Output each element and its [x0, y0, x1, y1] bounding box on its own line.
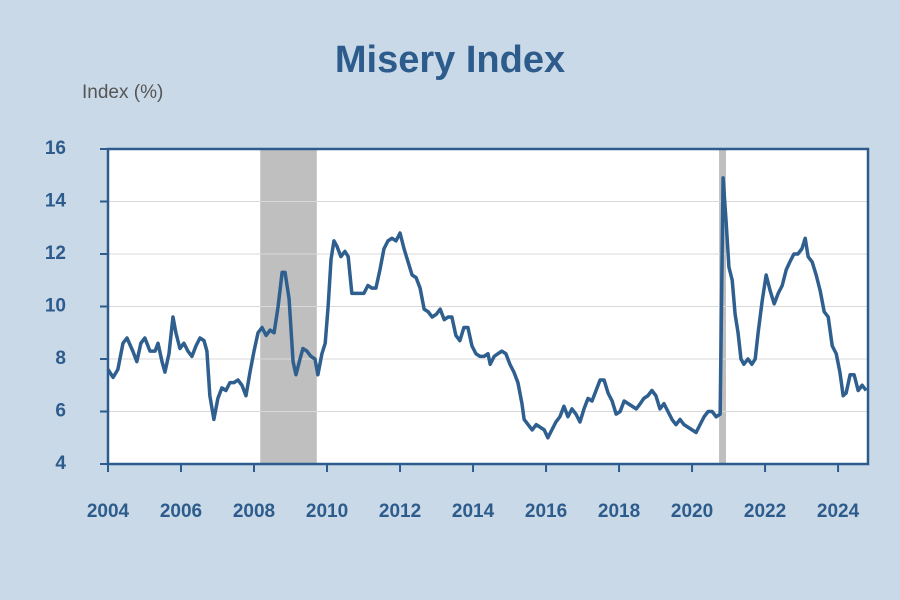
x-tick-label: 2024 — [817, 501, 860, 522]
y-tick-label: 12 — [45, 243, 66, 264]
chart-title: Misery Index — [335, 39, 565, 81]
line-series — [106, 176, 868, 440]
x-tick-label: 2004 — [87, 501, 130, 522]
y-tick-label: 16 — [45, 138, 66, 159]
x-tick-label: 2008 — [233, 501, 275, 522]
x-tick-label: 2018 — [598, 501, 640, 522]
x-tick-label: 2012 — [379, 501, 421, 522]
y-tick-label: 8 — [55, 348, 66, 369]
plot-border — [106, 147, 870, 466]
y-axis-label: Index (%) — [82, 82, 163, 103]
y-tick-label: 14 — [45, 191, 67, 212]
x-tick-label: 2010 — [306, 501, 348, 522]
x-tick-label: 2006 — [160, 501, 202, 522]
y-tick-label: 6 — [55, 401, 66, 422]
y-tick-label: 4 — [55, 453, 66, 474]
x-tick-label: 2014 — [452, 501, 495, 522]
x-tick-label: 2020 — [671, 501, 713, 522]
x-tick-label: 2016 — [525, 501, 567, 522]
y-tick-label: 10 — [45, 296, 66, 317]
x-tick-label: 2022 — [744, 501, 786, 522]
